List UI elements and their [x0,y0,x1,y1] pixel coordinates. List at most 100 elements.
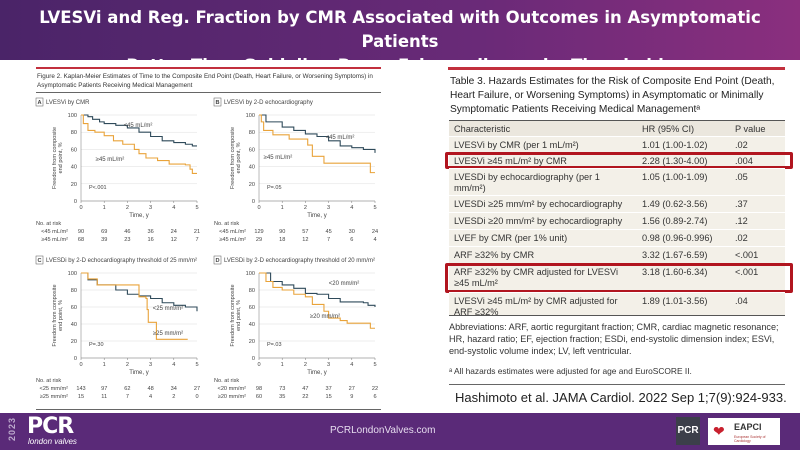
x-axis-label: Time, y [307,370,326,376]
x-tick-label: 1 [281,362,284,368]
x-axis-label: Time, y [129,370,148,376]
y-axis-label: end point, % [58,300,64,331]
x-axis-label: Time, y [129,213,148,219]
y-tick-label: 100 [68,271,77,277]
x-tick-label: 3 [149,205,152,211]
cell-hr: 1.49 (0.62-3.56) [642,199,708,209]
y-axis-label: Freedom from composite [230,284,236,346]
cell-characteristic: LVEF by CMR (per 1% unit) [454,233,568,243]
km-panel-d: D LVESDi by 2-D echocardiography threshol… [213,255,378,400]
table-row: ARF ≥32% by CMR adjusted for LVESVi ≥45 … [445,263,793,293]
km-curve-below-threshold [81,114,197,147]
at-risk-count: 29 [256,237,262,243]
y-tick-label: 100 [246,113,255,119]
y-tick-label: 60 [249,147,255,153]
cell-characteristic: ARF ≥32% by CMR adjusted for LVESVi ≥45 … [454,267,619,288]
at-risk-count: 6 [350,237,353,243]
heart-icon: ❤ [713,423,725,439]
at-risk-count: 6 [373,394,376,400]
table-row: LVESVi ≥45 mL/m² by CMR adjusted for ARF… [449,292,785,317]
km-curve-above-threshold [81,114,197,175]
cell-characteristic: LVESVi ≥45 mL/m² by CMR [454,156,567,166]
cell-hr: 2.28 (1.30-4.00) [642,156,708,166]
series-label: ≥25 mm/m² [153,331,183,337]
cell-characteristic: LVESVi by CMR (per 1 mL/m²) [454,140,579,150]
cell-p-value: .004 [735,156,753,166]
table-row: LVESDi ≥20 mm/m² by echocardiography 1.56… [449,212,785,229]
km-curve-below-threshold [259,272,376,307]
panel-letter-box [213,255,222,265]
eapci-logo-text: EAPCI [734,422,762,432]
at-risk-count: 2 [172,394,175,400]
website-link[interactable]: PCRLondonValves.com [330,425,436,436]
y-axis-label: end point, % [236,300,242,331]
p-value: P=.30 [89,342,104,348]
panel-letter: B [215,100,219,106]
at-risk-count: 27 [194,386,200,392]
p-value: P<.001 [89,185,107,191]
figure-caption: Figure 2. Kaplan-Meier Estimates of Time… [37,73,373,89]
km-panel-b: B LVESVi by 2-D echocardiography020406080… [213,97,378,243]
pcr-london-valves-logo: PCR [27,414,74,439]
panel-letter: C [37,258,41,264]
at-risk-label: No. at risk [214,378,239,384]
table-row: LVEF by CMR (per 1% unit) 0.98 (0.96-0.99… [449,229,785,246]
x-tick-label: 2 [304,362,307,368]
x-tick-label: 5 [195,362,198,368]
y-tick-label: 80 [249,288,255,294]
at-risk-count: 45 [325,229,331,235]
x-tick-label: 4 [350,205,353,211]
at-risk-count: 16 [147,237,153,243]
at-risk-count: 34 [171,386,177,392]
at-risk-count: 7 [126,394,129,400]
panel-title: LVESDi by 2-D echocardiography threshold… [224,258,375,264]
series-label: ≥45 mL/m² [264,155,293,161]
x-tick-label: 5 [373,205,376,211]
at-risk-count: 15 [78,394,84,400]
x-tick-label: 3 [327,205,330,211]
at-risk-count: 69 [101,229,107,235]
at-risk-group-label: ≥45 mL/m² [41,237,68,243]
panel-letter-box [35,255,44,265]
at-risk-group-label: ≥25 mm/m² [40,394,68,400]
km-curve-above-threshold [259,272,375,329]
at-risk-count: 9 [350,394,353,400]
x-tick-label: 2 [126,362,129,368]
at-risk-group-label: ≥45 mL/m² [219,237,246,243]
series-label: ≥45 mL/m² [96,157,125,163]
x-tick-label: 1 [281,205,284,211]
cell-hr: 3.18 (1.60-6.34) [642,267,708,277]
x-axis-label: Time, y [307,213,326,219]
at-risk-count: 73 [279,386,285,392]
panel-letter: A [37,100,41,106]
at-risk-count: 62 [124,386,130,392]
y-tick-label: 20 [249,339,255,345]
at-risk-count: 97 [101,386,107,392]
at-risk-count: 129 [254,229,263,235]
km-panel-c: C LVESDi by 2-D echocardiography threshol… [35,255,200,400]
at-risk-group-label: <45 mL/m² [219,229,246,235]
p-value: P=.03 [267,342,282,348]
slide-footer: 2023 PCR london valves PCRLondonValves.c… [0,413,800,450]
x-tick-label: 2 [304,205,307,211]
table-top-rule [448,67,785,70]
table-row: LVESVi by CMR (per 1 mL/m²) 1.01 (1.00-1.… [449,136,785,152]
at-risk-count: 7 [195,237,198,243]
y-tick-label: 0 [252,199,255,205]
at-risk-count: 39 [101,237,107,243]
x-tick-label: 1 [103,362,106,368]
at-risk-group-label: <45 mL/m² [41,229,68,235]
y-tick-label: 80 [249,130,255,136]
series-label: <45 mL/m² [124,123,153,129]
y-tick-label: 0 [74,356,77,362]
y-tick-label: 40 [71,165,77,171]
x-tick-label: 5 [373,362,376,368]
y-axis-label: Freedom from composite [52,284,58,346]
series-label: <20 mm/m² [329,281,360,287]
at-risk-label: No. at risk [36,378,61,384]
at-risk-count: 23 [124,237,130,243]
cell-characteristic: LVESDi by echocardiography (per 1 mm/m²) [454,172,600,193]
slide-header: LVESVi and Reg. Fraction by CMR Associat… [0,0,800,75]
